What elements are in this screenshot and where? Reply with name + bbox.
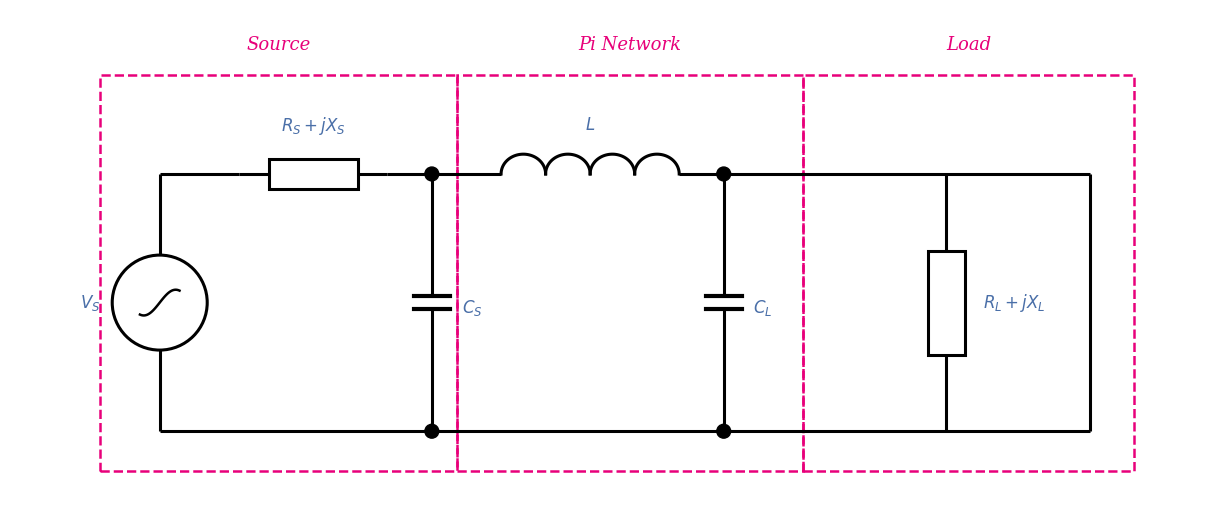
Circle shape — [717, 425, 730, 438]
Text: $C_S$: $C_S$ — [461, 298, 482, 317]
Circle shape — [425, 425, 439, 438]
Text: Pi Network: Pi Network — [578, 36, 681, 54]
Text: Load: Load — [946, 36, 992, 54]
Text: $R_S + jX_S$: $R_S + jX_S$ — [281, 115, 345, 137]
Text: $R_L + jX_L$: $R_L + jX_L$ — [982, 291, 1045, 314]
Circle shape — [425, 167, 439, 181]
FancyBboxPatch shape — [269, 159, 357, 189]
Text: Source: Source — [246, 36, 310, 54]
FancyBboxPatch shape — [927, 251, 966, 354]
Circle shape — [717, 167, 730, 181]
Text: $L$: $L$ — [585, 117, 595, 135]
Text: $C_L$: $C_L$ — [753, 298, 772, 317]
Text: $V_S$: $V_S$ — [80, 293, 100, 313]
